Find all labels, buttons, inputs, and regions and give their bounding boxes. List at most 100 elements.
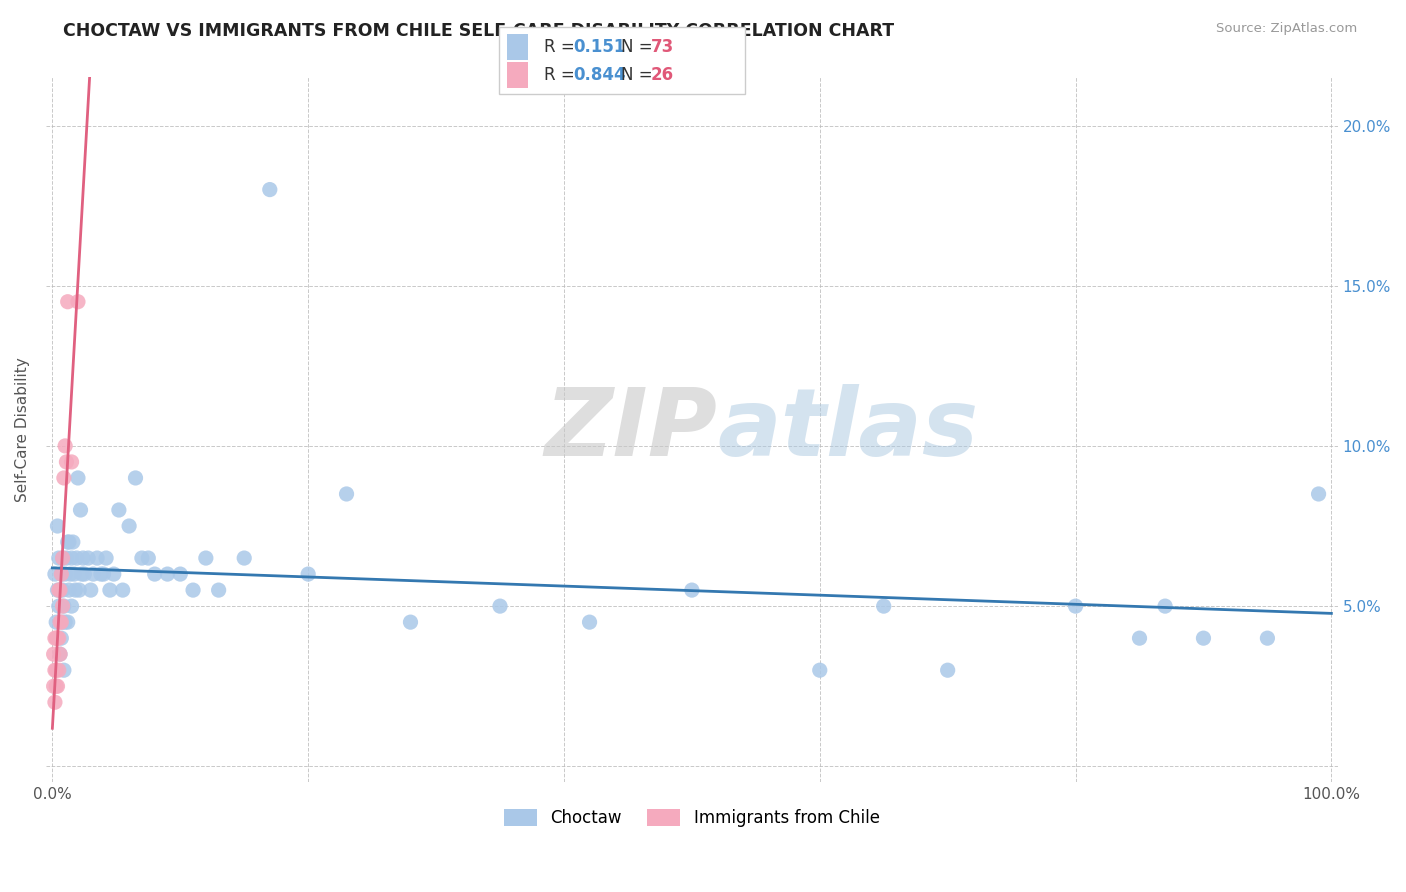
Point [156, 567, 179, 582]
Point [297, 567, 319, 582]
Point [72, 551, 94, 566]
Point [51, 567, 73, 582]
Point [1308, 487, 1330, 501]
Point [52, 583, 75, 598]
Point [52, 599, 75, 614]
Point [48, 551, 70, 566]
Point [51, 567, 73, 582]
Point [56, 535, 79, 549]
Point [143, 567, 166, 582]
Point [52, 663, 75, 677]
Point [45, 631, 67, 645]
Point [808, 663, 831, 677]
Point [66, 471, 89, 485]
Text: 26: 26 [651, 66, 673, 84]
Point [46, 583, 69, 598]
Point [108, 503, 131, 517]
Point [49, 583, 72, 598]
Point [578, 615, 600, 629]
Legend: Choctaw, Immigrants from Chile: Choctaw, Immigrants from Chile [498, 803, 886, 834]
Point [62, 535, 84, 549]
Point [67, 583, 90, 598]
Point [111, 583, 134, 598]
Point [1256, 631, 1278, 645]
Text: N =: N = [621, 38, 658, 56]
Point [136, 551, 159, 566]
Point [51, 631, 73, 645]
Point [48, 583, 70, 598]
Point [131, 551, 153, 566]
Point [60, 599, 83, 614]
Point [98, 583, 121, 598]
Point [399, 615, 422, 629]
Point [93, 567, 115, 582]
Point [1192, 631, 1215, 645]
Text: 0.151: 0.151 [574, 38, 626, 56]
Point [66, 551, 89, 566]
Point [52, 599, 75, 614]
Point [118, 519, 141, 533]
Text: CHOCTAW VS IMMIGRANTS FROM CHILE SELF-CARE DISABILITY CORRELATION CHART: CHOCTAW VS IMMIGRANTS FROM CHILE SELF-CA… [63, 22, 894, 40]
Point [60, 455, 83, 469]
Point [936, 663, 959, 677]
Point [1154, 599, 1177, 614]
Point [73, 567, 96, 582]
Point [681, 583, 703, 598]
Point [53, 567, 76, 582]
Text: R =: R = [544, 38, 581, 56]
Text: R =: R = [544, 66, 581, 84]
Point [63, 567, 86, 582]
Point [65, 583, 87, 598]
Point [59, 567, 82, 582]
Point [233, 551, 256, 566]
Point [181, 583, 204, 598]
Point [52, 471, 75, 485]
Point [51, 615, 73, 629]
Point [80, 583, 103, 598]
Point [194, 551, 217, 566]
Point [58, 535, 80, 549]
Text: 73: 73 [651, 38, 675, 56]
Point [1128, 631, 1150, 645]
Point [46, 679, 69, 693]
Point [44, 631, 66, 645]
Point [873, 599, 896, 614]
Point [55, 455, 77, 469]
Point [45, 663, 67, 677]
Point [49, 647, 72, 661]
Point [60, 551, 83, 566]
Point [86, 551, 108, 566]
Point [42, 647, 65, 661]
Point [46, 519, 69, 533]
Point [49, 647, 72, 661]
Point [94, 551, 117, 566]
Point [69, 503, 91, 517]
Point [48, 631, 70, 645]
Point [103, 567, 125, 582]
Y-axis label: Self-Care Disability: Self-Care Disability [15, 358, 30, 502]
Point [45, 679, 67, 693]
Point [52, 551, 75, 566]
Point [55, 551, 77, 566]
Point [169, 567, 191, 582]
Text: ZIP: ZIP [546, 384, 717, 476]
Point [77, 551, 100, 566]
Point [44, 663, 66, 677]
Point [44, 567, 66, 582]
Point [48, 599, 70, 614]
Point [53, 439, 76, 453]
Point [49, 615, 72, 629]
Point [1064, 599, 1087, 614]
Point [53, 615, 76, 629]
Point [58, 583, 80, 598]
Point [52, 615, 75, 629]
Point [208, 583, 231, 598]
Point [56, 615, 79, 629]
Point [46, 631, 69, 645]
Point [44, 695, 66, 709]
Point [90, 567, 112, 582]
Point [70, 567, 93, 582]
Point [489, 599, 512, 614]
Point [335, 487, 357, 501]
Text: Source: ZipAtlas.com: Source: ZipAtlas.com [1216, 22, 1357, 36]
